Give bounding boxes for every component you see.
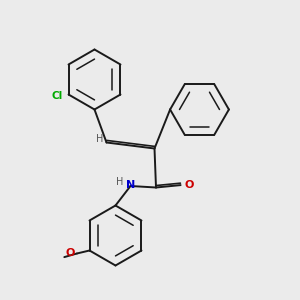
Text: H: H: [96, 134, 103, 144]
Text: N: N: [126, 180, 135, 190]
Text: Cl: Cl: [52, 91, 63, 101]
Text: O: O: [65, 248, 74, 259]
Text: H: H: [116, 177, 124, 188]
Text: O: O: [184, 180, 194, 190]
